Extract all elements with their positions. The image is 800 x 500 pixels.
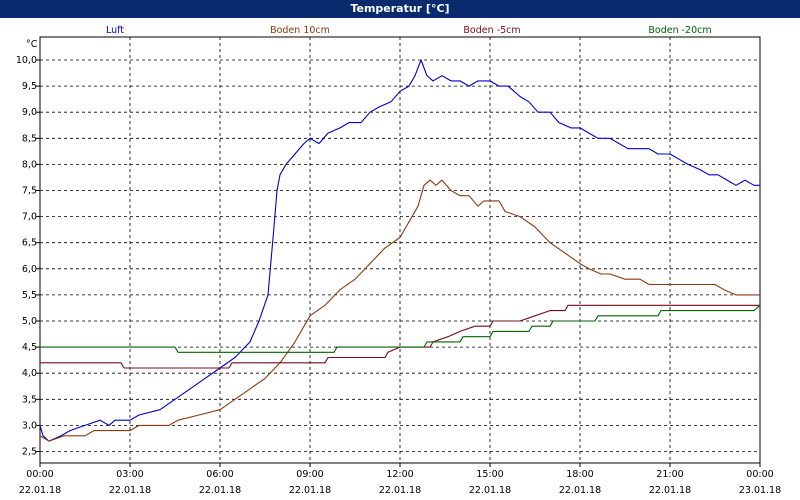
- y-axis: °C 10,0 9,5 9,0 8,5 8,0 7,5 7,0 6,5 6,0 5,5 5,0 4,5…: [16, 39, 40, 458]
- y-tick-label: 6,5: [22, 238, 37, 249]
- x-tick-time: 18:00: [566, 469, 593, 480]
- y-tick-label: 4,0: [22, 368, 37, 379]
- x-tick-time: 06:00: [206, 469, 233, 480]
- x-tick-date: 22.01.18: [379, 485, 421, 496]
- series-line-boden-5cm: [40, 304, 760, 369]
- x-tick-date: 22.01.18: [559, 485, 601, 496]
- x-tick-date: 22.01.18: [19, 485, 61, 496]
- y-tick-label: 7,0: [22, 212, 37, 223]
- x-tick-time: 15:00: [476, 469, 503, 480]
- x-tick-time: 03:00: [116, 469, 143, 480]
- x-tick-date: 22.01.18: [289, 485, 331, 496]
- y-tick-label: 5,5: [22, 290, 37, 301]
- chart-title: Temperatur [°C]: [0, 0, 800, 18]
- y-tick-label: 2,5: [22, 447, 37, 458]
- y-tick-label: 3,0: [22, 420, 37, 431]
- x-tick-time: 00:00: [746, 469, 773, 480]
- y-tick-label: 6,0: [22, 264, 37, 275]
- x-tick-date: 22.01.18: [469, 485, 511, 496]
- y-tick-label: 9,0: [22, 107, 37, 118]
- legend-entry: Boden 10cm: [270, 25, 330, 36]
- y-tick-label: 3,5: [22, 394, 37, 405]
- temperature-chart: °C 10,0 9,5 9,0 8,5 8,0 7,5 7,0 6,5 6,0 5,5 5,0 4,5…: [16, 25, 781, 496]
- legend-entry: Boden -20cm: [648, 25, 711, 36]
- y-tick-label: 9,5: [22, 81, 37, 92]
- y-tick-label: 5,0: [22, 316, 37, 327]
- y-tick-label: 10,0: [16, 55, 37, 66]
- y-tick-label: 7,5: [22, 186, 37, 197]
- series-line-boden-10cm: [39, 179, 760, 442]
- x-tick-date: 22.01.18: [649, 485, 691, 496]
- y-axis-unit: °C: [26, 39, 38, 50]
- x-tick-time: 12:00: [386, 469, 413, 480]
- legend-entry: Luft: [106, 25, 124, 36]
- grid: [40, 37, 760, 463]
- x-tick-time: 21:00: [656, 469, 683, 480]
- y-tick-label: 8,0: [22, 159, 37, 170]
- legend-entry: Boden -5cm: [463, 25, 520, 36]
- x-tick-date: 22.01.18: [199, 485, 241, 496]
- legend: Luft Boden 10cm Boden -5cm Boden -20cm: [106, 25, 712, 36]
- x-tick-time: 00:00: [26, 469, 53, 480]
- x-tick-date: 22.01.18: [109, 485, 151, 496]
- series: [39, 59, 761, 442]
- x-tick-date: 23.01.18: [739, 485, 781, 496]
- series-line-boden-20cm: [40, 304, 761, 353]
- x-tick-time: 09:00: [296, 469, 323, 480]
- series-line-luft: [39, 59, 760, 442]
- y-tick-label: 8,5: [22, 133, 37, 144]
- x-axis: 00:00 22.01.18 03:00 22.01.18 06:00 22.01.18 0…: [19, 463, 781, 496]
- y-tick-label: 4,5: [22, 342, 37, 353]
